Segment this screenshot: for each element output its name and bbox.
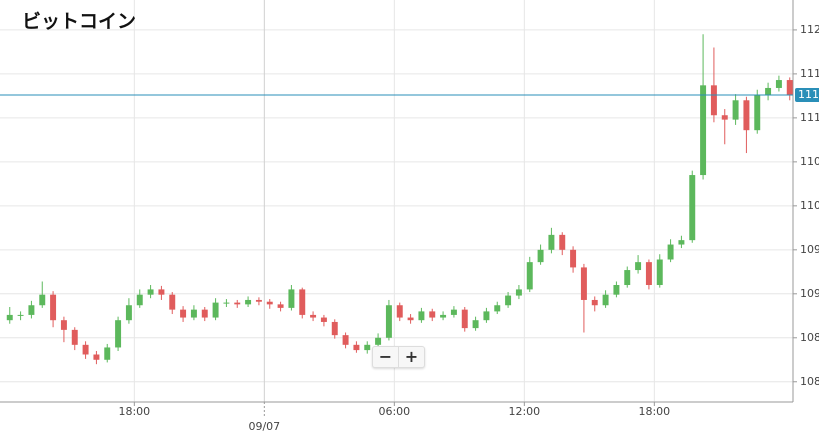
candle-body — [559, 234, 566, 250]
candle-body — [743, 100, 750, 131]
candle-body — [754, 95, 761, 131]
price-tag-label: 11126 — [798, 88, 819, 101]
date-label: 09/07 — [248, 420, 280, 432]
y-tick-label: 11100 — [800, 111, 819, 124]
candle-body — [505, 295, 512, 306]
candle-body — [440, 314, 447, 318]
zoom-in-button[interactable]: + — [398, 347, 424, 367]
candle-body — [277, 304, 284, 308]
candle-body — [147, 289, 154, 295]
chart-title: ビットコイン — [22, 11, 136, 33]
candle-body — [104, 347, 111, 360]
candle-body — [775, 80, 782, 88]
candle-body — [310, 314, 317, 318]
candle-body — [710, 85, 717, 116]
candle-body — [624, 270, 631, 286]
candle-body — [700, 85, 707, 176]
candle-body — [353, 344, 360, 351]
candle-body — [472, 320, 479, 329]
candle-body — [223, 302, 230, 304]
candle-body — [429, 311, 436, 318]
candle-body — [364, 344, 371, 351]
candle-body — [407, 317, 414, 321]
y-tick-label: 10900 — [800, 287, 819, 300]
price-tag — [795, 88, 819, 103]
y-tick-label: 11050 — [800, 155, 819, 168]
candle-body — [526, 262, 533, 290]
y-tick-label: 10950 — [800, 243, 819, 256]
candle-body — [190, 309, 197, 318]
y-tick-label: 11200 — [800, 23, 819, 36]
candle-body — [721, 115, 728, 120]
candle-body — [548, 234, 555, 250]
candle-body — [17, 314, 24, 316]
candle-body — [645, 262, 652, 286]
candle-body — [396, 305, 403, 318]
candle-body — [537, 249, 544, 263]
candle-body — [82, 344, 89, 355]
candle-body — [765, 87, 772, 96]
candle-body — [320, 317, 327, 322]
candle-body — [656, 259, 663, 286]
zoom-out-button[interactable]: − — [378, 347, 393, 366]
y-tick-label: 10850 — [800, 331, 819, 344]
candle-body — [266, 301, 273, 305]
candle-body — [635, 262, 642, 271]
candle-body — [6, 314, 13, 321]
y-tick-label: 11000 — [800, 199, 819, 212]
candle-body — [613, 285, 620, 295]
candle-body — [234, 302, 241, 305]
y-tick-label: 11150 — [800, 67, 819, 80]
candle-body — [50, 294, 57, 321]
candle-body — [570, 249, 577, 268]
candle-body — [515, 289, 522, 296]
candle-body — [591, 299, 598, 306]
candle-body — [60, 320, 67, 330]
x-tick-label: 06:00 — [378, 405, 410, 418]
candle-body — [169, 294, 176, 310]
candle-body — [201, 309, 208, 318]
candle-body — [375, 337, 382, 345]
candle-body — [299, 289, 306, 315]
candle-body — [180, 309, 187, 318]
x-tick-label: 12:00 — [508, 405, 540, 418]
candle-body — [39, 294, 46, 306]
candle-body — [461, 309, 468, 329]
candle-body — [418, 311, 425, 321]
candle-body — [93, 354, 100, 360]
candle-body — [450, 309, 457, 315]
candle-body — [255, 299, 262, 302]
candle-body — [245, 299, 252, 305]
candle-body — [28, 305, 35, 315]
candle-body — [678, 240, 685, 245]
candle-body — [115, 320, 122, 348]
x-tick-label: 18:00 — [118, 405, 150, 418]
candle-body — [786, 80, 793, 96]
zoom-controls: − + — [372, 346, 425, 368]
x-tick-label: 18:00 — [638, 405, 670, 418]
candle-body — [71, 329, 78, 345]
candle-body — [689, 175, 696, 241]
y-tick-label: 10800 — [800, 375, 819, 388]
candle-body — [667, 244, 674, 260]
candle-body — [602, 294, 609, 306]
candle-body — [331, 321, 338, 336]
candle-body — [580, 267, 587, 300]
candle-body — [288, 289, 295, 308]
candle-body — [732, 100, 739, 120]
candle-body — [212, 302, 219, 318]
candle-body — [385, 305, 392, 338]
candle-body — [125, 305, 132, 321]
candle-body — [483, 311, 490, 321]
candle-body — [158, 289, 165, 295]
candle-body — [342, 335, 349, 345]
candle-body — [494, 305, 501, 312]
candle-body — [136, 294, 143, 306]
